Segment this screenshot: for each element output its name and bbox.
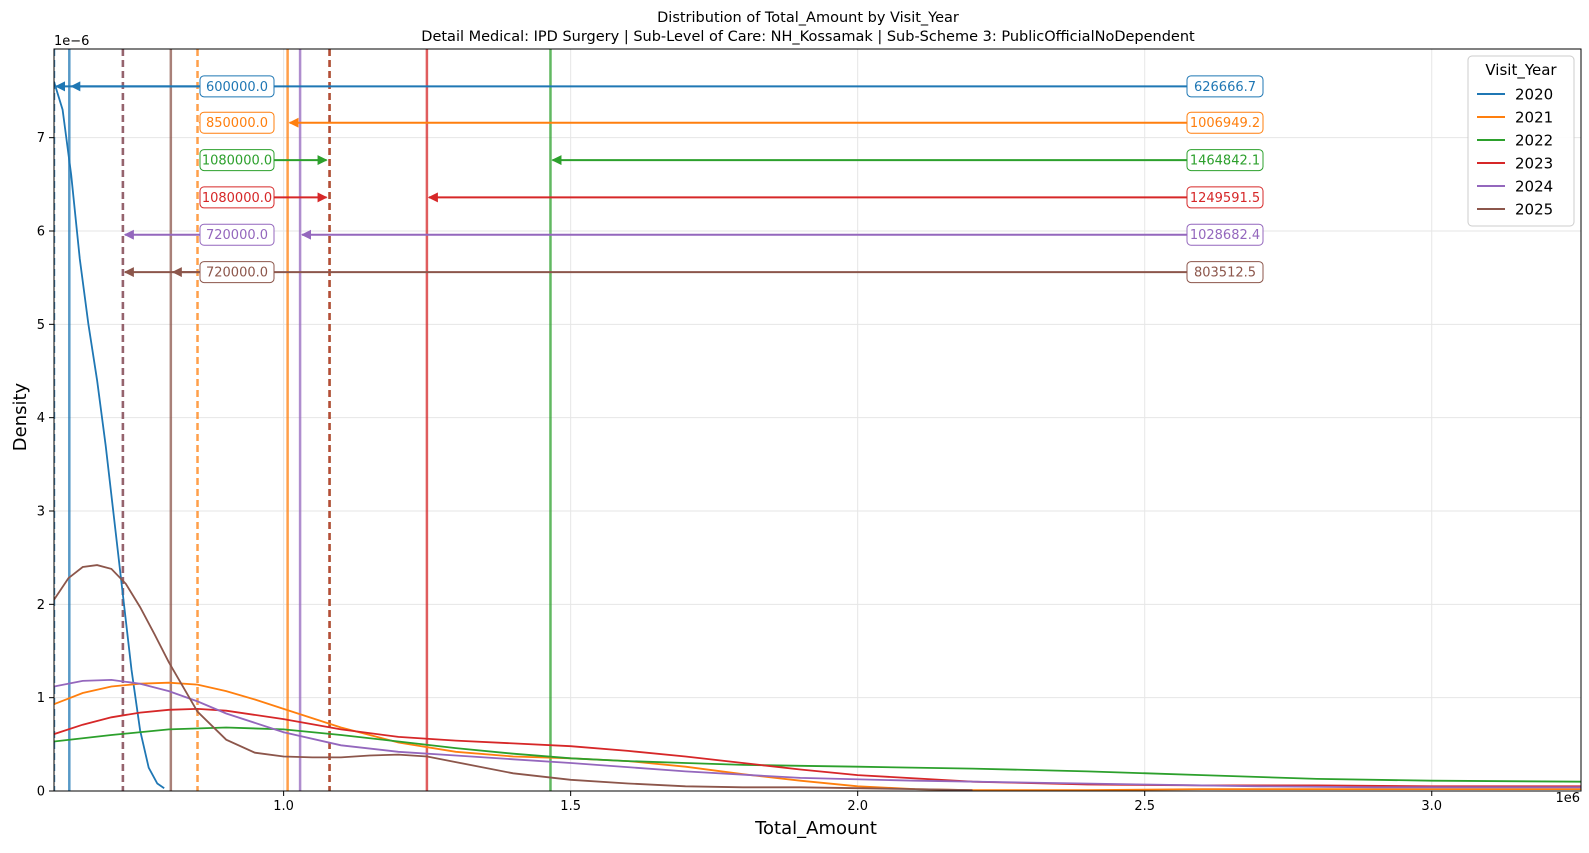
y-tick-label: 6	[37, 225, 45, 240]
mean-label-box-2023	[1186, 186, 1264, 209]
median-label-2025: 720000.0	[206, 266, 268, 281]
legend-label-2022: 2022	[1515, 132, 1553, 150]
density-curve-2021	[54, 681, 1581, 791]
mean-label-box-2022	[1186, 149, 1264, 172]
median-label-box-2024	[199, 223, 275, 246]
x-tick-label: 1.5	[560, 799, 581, 814]
x-tick-label: 1.0	[273, 799, 294, 814]
mean-label-2020: 626666.7	[1194, 80, 1256, 95]
legend-label-2023: 2023	[1515, 155, 1553, 173]
median-label-2020: 600000.0	[206, 80, 268, 95]
density-curve-2025	[54, 564, 973, 791]
density-curve-2022	[54, 726, 1581, 783]
density-curve-2024	[54, 678, 1581, 789]
mean-label-2025: 803512.5	[1194, 266, 1256, 281]
mean-label-box-2021	[1186, 111, 1264, 134]
legend-title: Visit_Year	[1485, 61, 1557, 80]
median-label-2021: 850000.0	[206, 116, 268, 131]
x-offset-label: 1e6	[1555, 791, 1580, 806]
median-label-2022: 1080000.0	[202, 154, 272, 169]
y-tick-label: 4	[37, 411, 45, 426]
y-tick-label: 2	[37, 598, 45, 613]
median-label-box-2021	[199, 111, 275, 134]
chart-title: Distribution of Total_Amount by Visit_Ye…	[657, 10, 959, 26]
y-offset-label: 1e−6	[54, 34, 89, 49]
mean-label-2022: 1464842.1	[1190, 154, 1260, 169]
legend-label-2024: 2024	[1515, 178, 1553, 196]
mean-label-box-2020	[1186, 75, 1264, 98]
median-label-box-2023	[199, 186, 275, 209]
mean-label-2021: 1006949.2	[1190, 116, 1260, 131]
x-tick-label: 3.0	[1421, 799, 1442, 814]
legend-label-2021: 2021	[1515, 109, 1553, 127]
y-tick-label: 7	[37, 131, 45, 146]
y-tick-label: 0	[37, 785, 45, 800]
y-tick-label: 5	[37, 318, 45, 333]
plot-frame	[53, 48, 1582, 792]
y-axis-label: Density	[10, 382, 31, 451]
mean-label-2023: 1249591.5	[1190, 191, 1260, 206]
density-curve-2020	[54, 81, 165, 789]
density-curve-2023	[54, 707, 1581, 788]
median-label-2024: 720000.0	[206, 228, 268, 243]
mean-label-box-2025	[1186, 261, 1264, 284]
mean-label-2024: 1028682.4	[1190, 228, 1260, 243]
x-tick-label: 2.0	[847, 799, 868, 814]
median-label-box-2022	[199, 149, 275, 172]
legend-box	[1467, 55, 1575, 227]
mean-label-box-2024	[1186, 223, 1264, 246]
x-tick-label: 2.5	[1134, 799, 1155, 814]
y-tick-label: 1	[37, 691, 45, 706]
median-label-box-2025	[199, 261, 275, 284]
legend-label-2025: 2025	[1515, 201, 1553, 219]
chart-subtitle: Detail Medical: IPD Surgery | Sub-Level …	[421, 29, 1195, 45]
median-label-2023: 1080000.0	[202, 191, 272, 206]
legend-label-2020: 2020	[1515, 86, 1553, 104]
x-axis-label: Total_Amount	[754, 818, 877, 839]
median-label-box-2020	[199, 75, 275, 98]
y-tick-label: 3	[37, 505, 45, 520]
